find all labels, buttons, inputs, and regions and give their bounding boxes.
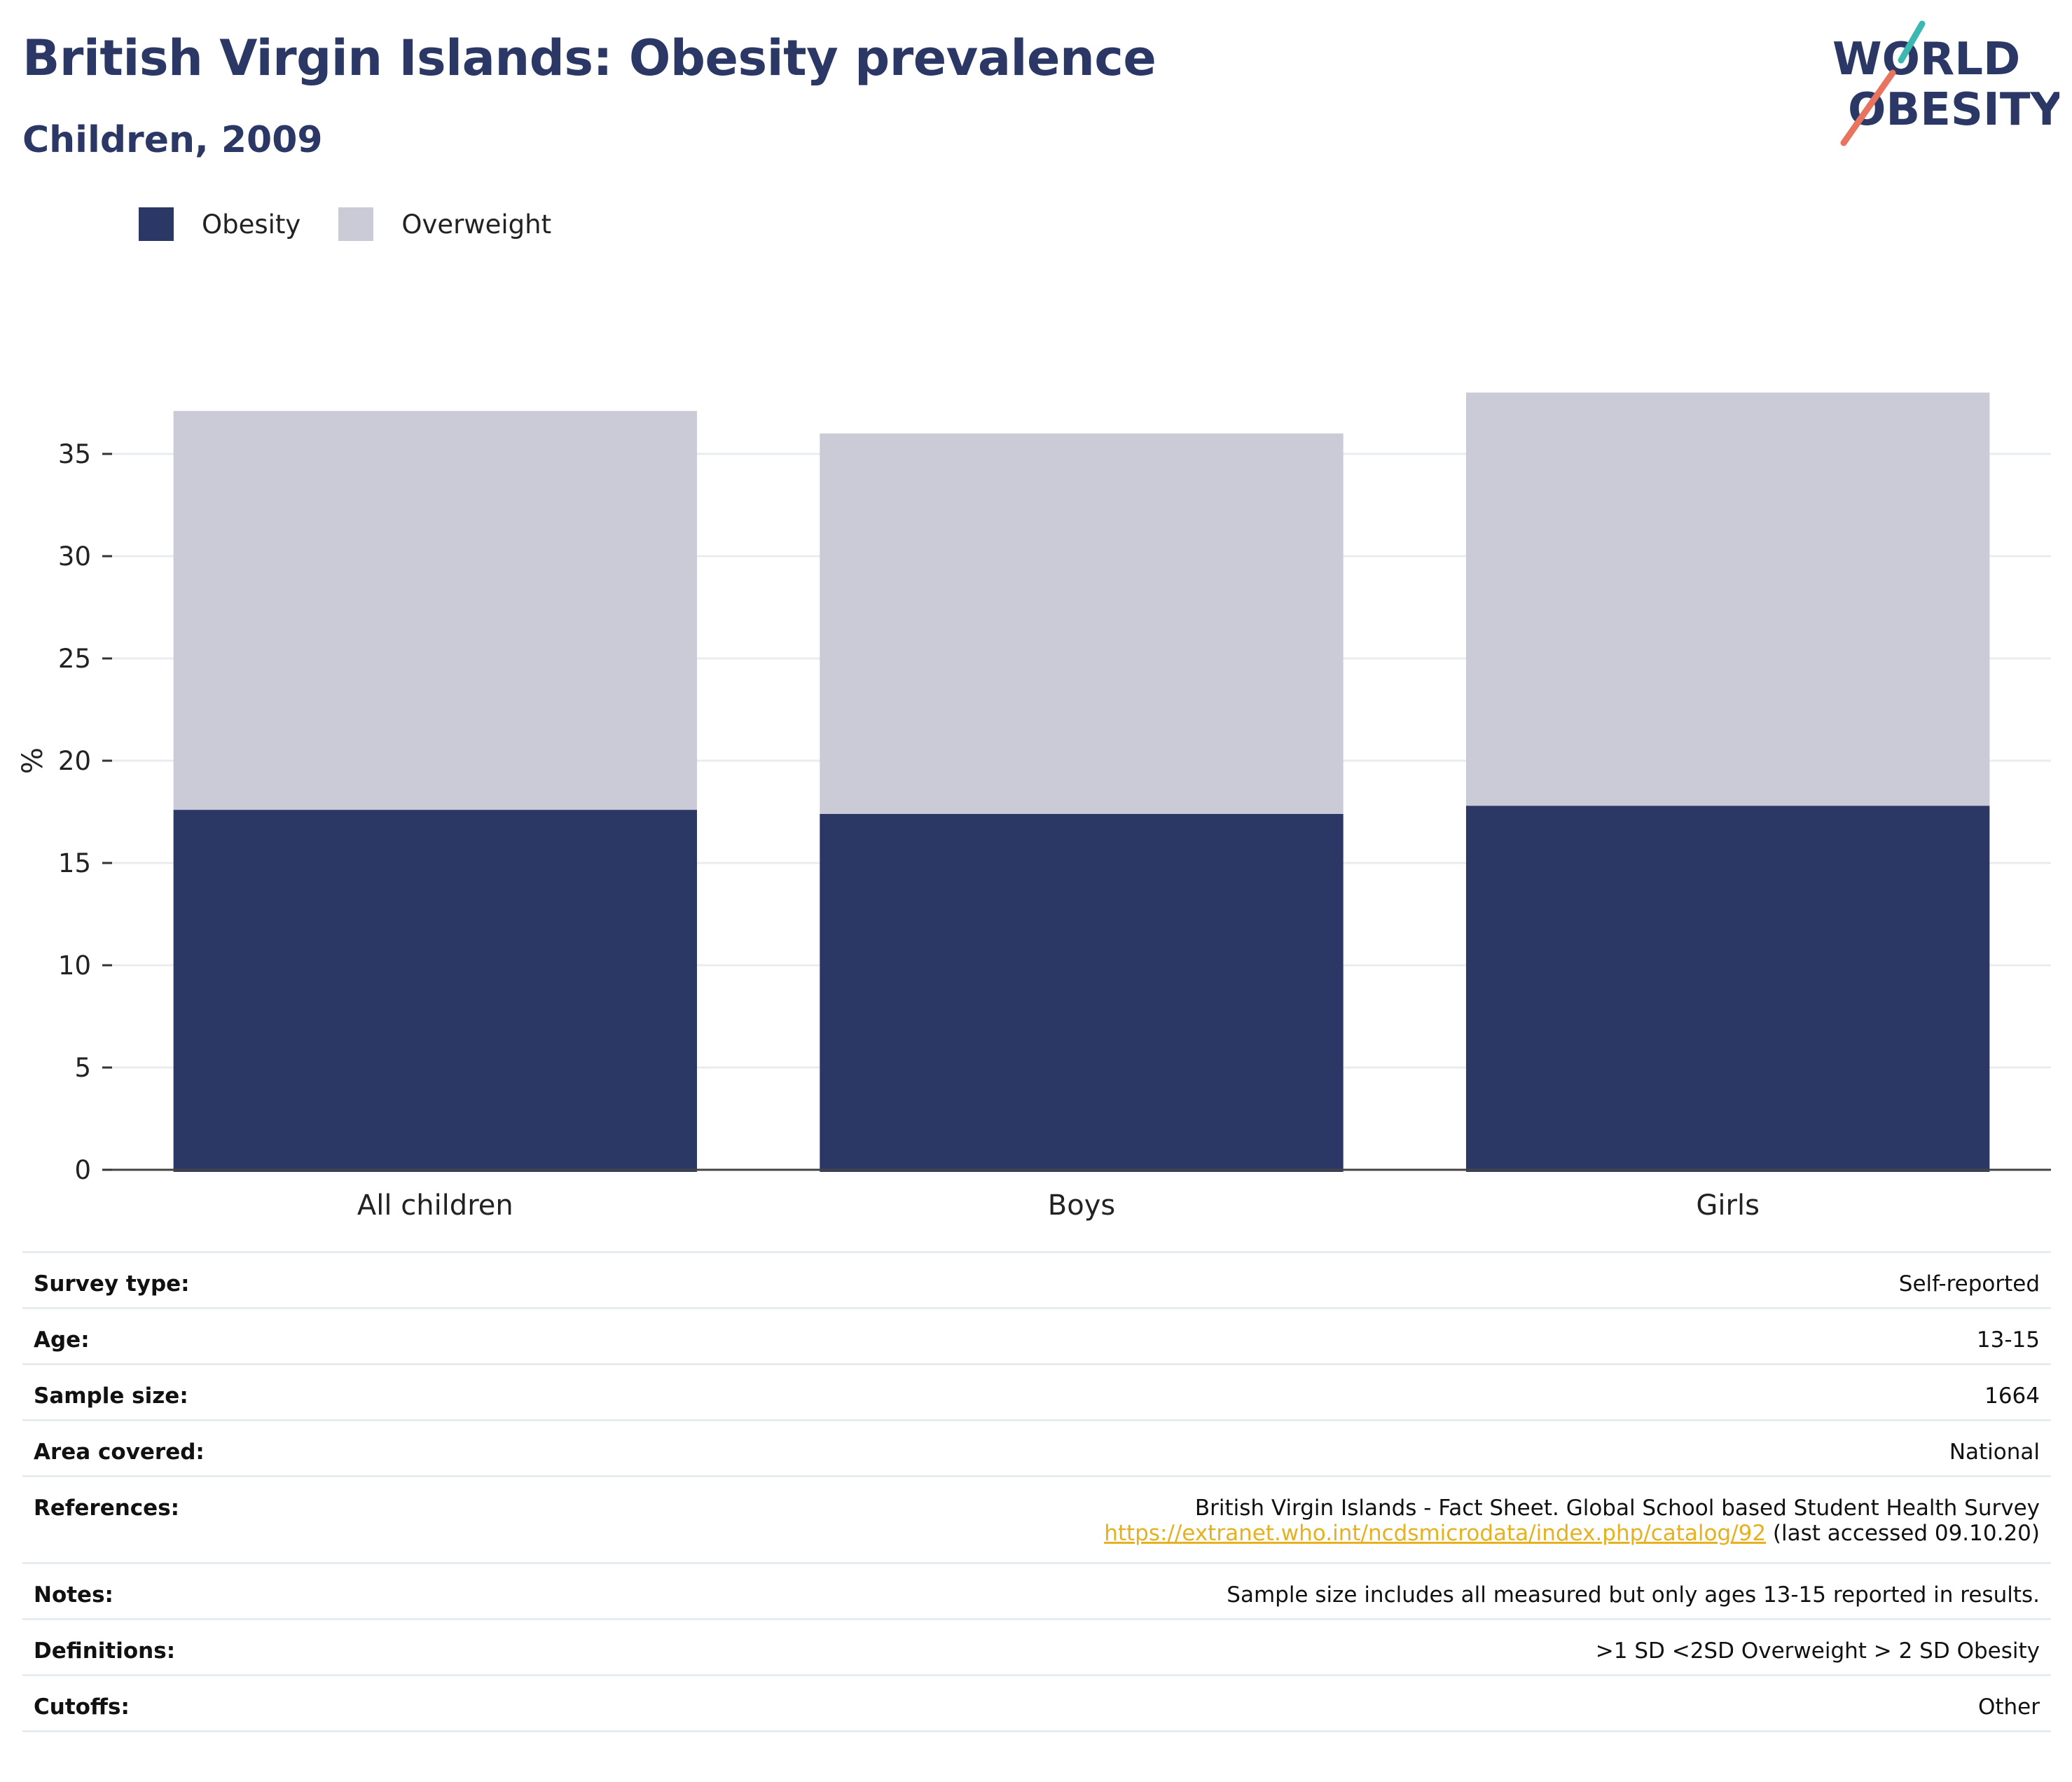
info-value: Self-reported	[362, 1251, 2051, 1309]
bar-obesity-boys	[820, 813, 1344, 1172]
info-label: Area covered:	[22, 1420, 363, 1477]
legend-swatch-overweight	[338, 207, 374, 241]
bar-overweight-girls	[1465, 392, 1990, 806]
y-tick-label: 30	[58, 541, 91, 572]
chart-title: British Virgin Islands: Obesity prevalen…	[22, 29, 1156, 87]
y-tick-label: 35	[58, 439, 91, 469]
legend-label-overweight: Overweight	[401, 209, 552, 240]
y-tick-label: 25	[58, 644, 91, 674]
info-label: Age:	[22, 1308, 363, 1365]
info-value: National	[362, 1420, 2051, 1477]
info-value: British Virgin Islands - Fact Sheet. Glo…	[362, 1476, 2051, 1564]
info-label: Cutoffs:	[22, 1675, 363, 1732]
x-category-label: All children	[357, 1189, 513, 1222]
info-value: >1 SD <2SD Overweight > 2 SD Obesity	[362, 1619, 2051, 1676]
x-category-label: Boys	[1048, 1189, 1115, 1222]
survey-info-table: Survey type: Self-reported Age: 13-15 Sa…	[22, 1251, 2051, 1732]
logo-word-1: WORLD	[1832, 34, 2020, 85]
y-axis-title: %	[17, 747, 49, 774]
info-row-cutoffs: Cutoffs: Other	[22, 1675, 2051, 1732]
bar-obesity-girls	[1465, 806, 1990, 1172]
info-label: Survey type:	[22, 1251, 363, 1309]
info-value: Sample size includes all measured but on…	[362, 1563, 2051, 1620]
info-value: 13-15	[362, 1308, 2051, 1365]
bar-overweight-all-children	[173, 410, 698, 810]
legend-item-overweight[interactable]: Overweight	[338, 207, 551, 241]
info-row-area-covered: Area covered: National	[22, 1420, 2051, 1477]
logo-word-2: OBESITY	[1848, 84, 2059, 136]
chart-legend: Obesity Overweight	[139, 207, 589, 241]
info-row-age: Age: 13-15	[22, 1308, 2051, 1365]
info-label: References:	[22, 1476, 363, 1564]
world-obesity-logo: WORLD OBESITY	[1832, 20, 2059, 146]
info-row-survey-type: Survey type: Self-reported	[22, 1251, 2051, 1309]
info-value: Other	[362, 1675, 2051, 1732]
logo-slash-top	[1898, 20, 1926, 64]
info-row-definitions: Definitions: >1 SD <2SD Overweight > 2 S…	[22, 1619, 2051, 1676]
y-tick-label: 20	[58, 746, 91, 776]
info-row-references: References: British Virgin Islands - Fac…	[22, 1476, 2051, 1564]
info-row-notes: Notes: Sample size includes all measured…	[22, 1563, 2051, 1620]
y-tick-label: 5	[74, 1053, 91, 1083]
bars	[173, 392, 1990, 1172]
y-tick-label: 15	[58, 848, 91, 878]
stacked-bar-chart: 0 5 10 15 20 25 30 35 All children Boys Girls %	[17, 392, 2051, 1222]
info-label: Definitions:	[22, 1619, 363, 1676]
info-value: 1664	[362, 1364, 2051, 1421]
y-tick-label: 0	[74, 1155, 91, 1185]
y-tick-label: 10	[58, 951, 91, 981]
legend-item-obesity[interactable]: Obesity	[139, 207, 301, 241]
info-label: Sample size:	[22, 1364, 363, 1421]
chart-subtitle: Children, 2009	[22, 119, 323, 161]
legend-swatch-obesity	[139, 207, 174, 241]
logo-slash-bottom	[1840, 69, 1896, 146]
reference-link-line: https://extranet.who.int/ncdsmicrodata/i…	[374, 1521, 2040, 1546]
info-label: Notes:	[22, 1563, 363, 1620]
bar-obesity-all-children	[173, 810, 698, 1172]
bar-overweight-boys	[820, 433, 1344, 814]
reference-link[interactable]: https://extranet.who.int/ncdsmicrodata/i…	[1104, 1521, 1767, 1546]
info-row-sample-size: Sample size: 1664	[22, 1364, 2051, 1421]
reference-text: British Virgin Islands - Fact Sheet. Glo…	[1194, 1496, 2040, 1521]
axes: 0 5 10 15 20 25 30 35 All children Boys Girls	[58, 439, 2051, 1222]
legend-label-obesity: Obesity	[202, 209, 301, 240]
x-category-label: Girls	[1696, 1189, 1760, 1222]
reference-suffix: (last accessed 09.10.20)	[1766, 1521, 2040, 1546]
